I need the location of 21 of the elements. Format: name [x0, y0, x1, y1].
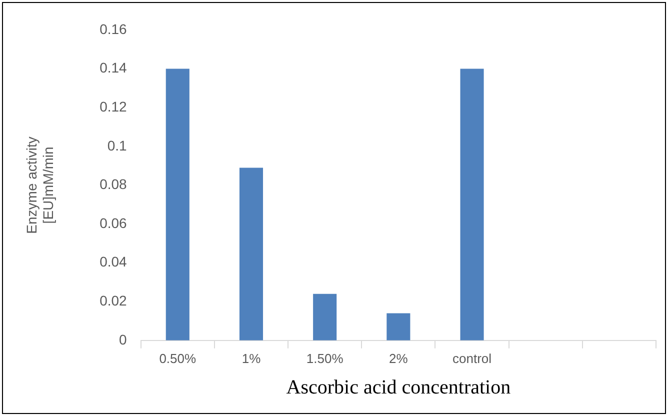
x-tick-label: 2% [389, 350, 408, 366]
bar [313, 294, 337, 340]
bar [460, 68, 484, 340]
y-axis-title: Enzyme activity [EU]mM/min [23, 136, 56, 234]
y-tick-label: 0.06 [100, 214, 128, 231]
bar [239, 168, 264, 340]
x-tick-label: 1.50% [306, 350, 344, 366]
x-axis-title: Ascorbic acid concentration [286, 376, 511, 398]
bar [166, 68, 190, 340]
x-tick-label: control [452, 350, 492, 366]
y-tick-label: 0.14 [100, 60, 128, 76]
y-tick-label: 0 [119, 331, 128, 348]
y-tick-label: 0.1 [107, 137, 128, 154]
y-tick-label: 0.08 [100, 176, 128, 192]
y-tick-label: 0.04 [100, 254, 128, 270]
bar [386, 313, 410, 340]
x-tick-label: 0.50% [159, 350, 197, 366]
y-tick-label: 0.16 [100, 20, 128, 37]
y-tick-label: 0.02 [100, 292, 128, 308]
x-tick-label: 1% [242, 350, 262, 366]
y-tick-label: 0.12 [100, 98, 128, 114]
